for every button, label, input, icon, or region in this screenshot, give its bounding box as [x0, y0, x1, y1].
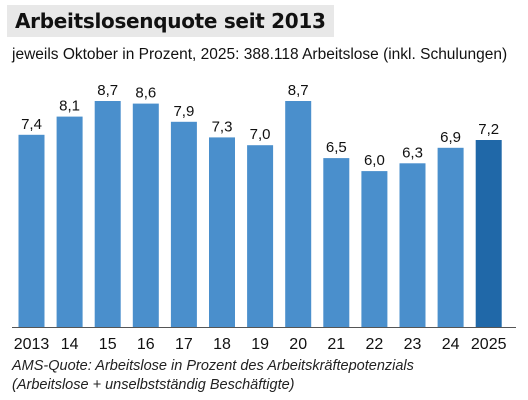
bar-2013 — [18, 134, 45, 327]
tick-label-16: 16 — [137, 336, 155, 353]
bar-15 — [94, 101, 121, 327]
title-box: Arbeitslosenquote seit 2013 — [7, 5, 334, 37]
bar-19 — [247, 145, 274, 327]
value-label-2013: 7,4 — [21, 116, 42, 133]
bar-24 — [437, 147, 464, 327]
bar-17 — [170, 121, 197, 327]
value-label-23: 6,3 — [402, 144, 423, 161]
tick-label-19: 19 — [251, 336, 269, 353]
bar-chart: 7,4 2013 8,1 14 8,7 15 8,6 16 7,9 17 7,3 18 7,0 19 8,7… — [12, 82, 516, 353]
value-label-24: 6,9 — [440, 129, 461, 146]
tick-label-24: 24 — [442, 336, 460, 353]
tick-label-21: 21 — [327, 336, 345, 353]
value-label-16: 8,6 — [135, 85, 156, 102]
tick-label-23: 23 — [404, 336, 422, 353]
tick-label-18: 18 — [213, 336, 231, 353]
value-label-18: 7,3 — [212, 118, 233, 135]
tick-label-17: 17 — [175, 336, 193, 353]
value-label-17: 7,9 — [173, 103, 194, 120]
value-label-2025: 7,2 — [478, 121, 499, 138]
chart-title: Arbeitslosenquote seit 2013 — [15, 9, 326, 33]
tick-label-14: 14 — [61, 336, 79, 353]
value-label-22: 6,0 — [364, 152, 385, 169]
value-label-15: 8,7 — [97, 82, 118, 99]
chart-subtitle: jeweils Oktober in Prozent, 2025: 388.11… — [12, 46, 508, 63]
tick-label-15: 15 — [99, 336, 117, 353]
bar-20 — [285, 101, 312, 327]
tick-label-2025: 2025 — [471, 336, 507, 353]
bar-2025 — [475, 140, 502, 327]
bar-22 — [361, 171, 388, 327]
bar-14 — [56, 116, 83, 327]
tick-label-22: 22 — [366, 336, 384, 353]
footnote-line-2: (Arbeitslose + unselbstständig Beschäfti… — [12, 377, 295, 393]
value-label-21: 6,5 — [326, 139, 347, 156]
value-label-14: 8,1 — [59, 98, 80, 115]
footnote-line-1: AMS-Quote: Arbeitslose in Prozent des Ar… — [12, 358, 414, 374]
tick-label-20: 20 — [289, 336, 307, 353]
bar-23 — [399, 163, 426, 327]
bar-18 — [209, 137, 235, 327]
value-label-20: 8,7 — [288, 82, 309, 99]
bar-16 — [132, 103, 159, 327]
tick-label-2013: 2013 — [14, 336, 50, 353]
value-label-19: 7,0 — [250, 126, 271, 143]
bar-21 — [323, 158, 350, 327]
